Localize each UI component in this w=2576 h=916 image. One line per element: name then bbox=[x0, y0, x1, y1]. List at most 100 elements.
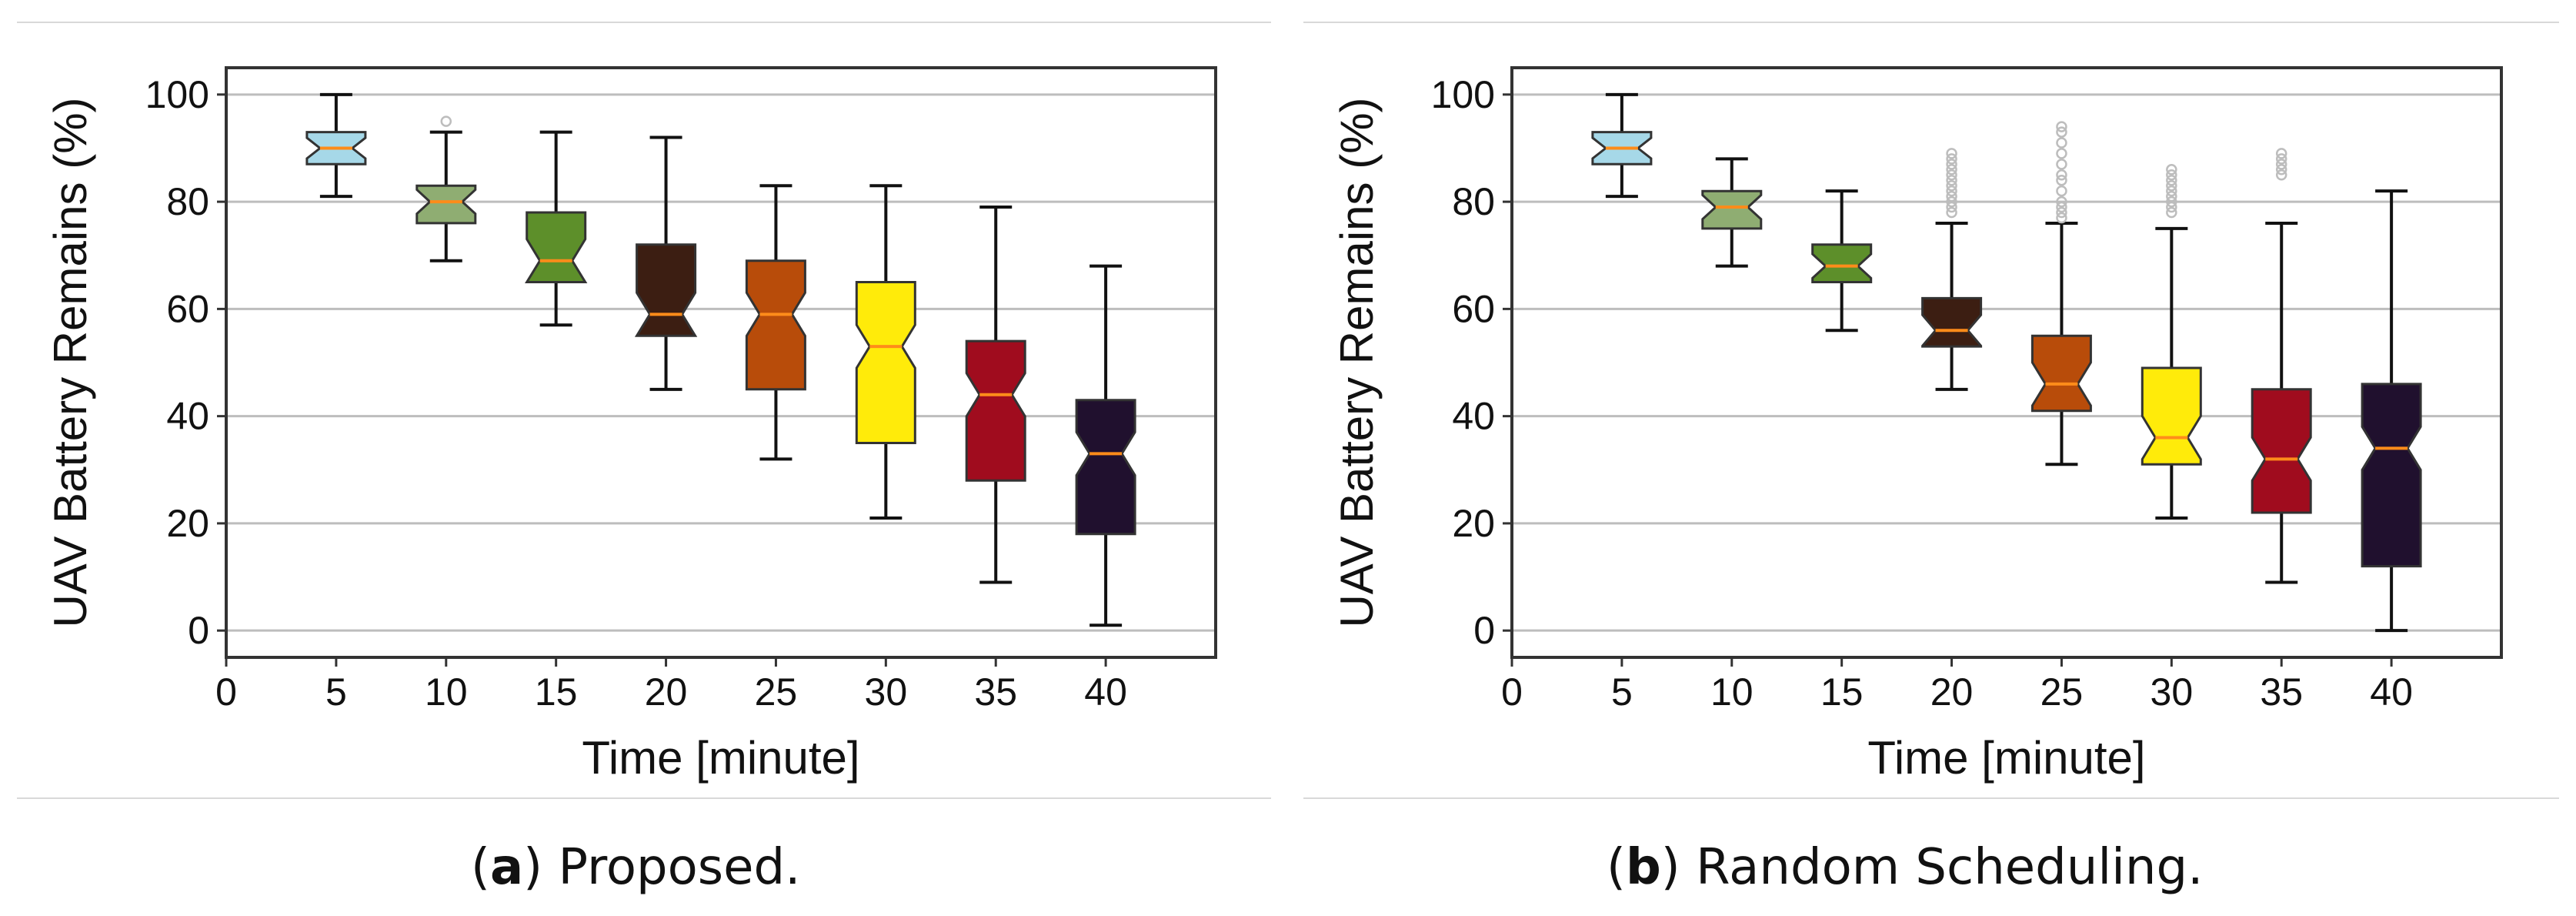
y-tick-label-20: 20 bbox=[166, 502, 209, 545]
caption-proposed: (a) Proposed. bbox=[471, 839, 801, 896]
box-15 bbox=[525, 211, 588, 283]
caption-random-scheduling: (b) Random Scheduling. bbox=[1607, 839, 2204, 896]
y-tick-label-60: 60 bbox=[1452, 287, 1495, 330]
y-axis-title: UAV Battery Remains (%) bbox=[1331, 97, 1383, 627]
x-tick-label-15: 15 bbox=[535, 670, 578, 714]
box-30 bbox=[2141, 366, 2202, 466]
flier-20-8 bbox=[1946, 164, 1957, 176]
flier-20-4 bbox=[1946, 185, 1957, 197]
x-tick-label-30: 30 bbox=[865, 670, 908, 714]
box-group-30 bbox=[855, 184, 916, 520]
x-tick-label-25: 25 bbox=[755, 670, 798, 714]
gridlines bbox=[226, 93, 1216, 632]
y-tick-label-20: 20 bbox=[1452, 502, 1495, 545]
box-35 bbox=[965, 339, 1026, 482]
flier-30-4 bbox=[2166, 185, 2177, 197]
box-20 bbox=[634, 243, 698, 337]
flier-30-6 bbox=[2166, 174, 2177, 186]
x-tick-label-35: 35 bbox=[2260, 670, 2303, 714]
box-group-20 bbox=[1921, 148, 1983, 391]
x-tick-label-20: 20 bbox=[645, 670, 688, 714]
flier-30-8 bbox=[2166, 164, 2177, 176]
flier-25-11 bbox=[2056, 121, 2067, 132]
box-group-5 bbox=[1591, 92, 1653, 199]
x-tick-label-5: 5 bbox=[1611, 670, 1633, 714]
bottom-rule bbox=[1303, 797, 2559, 799]
box-group-15 bbox=[1811, 189, 1873, 333]
flier-25-8 bbox=[2056, 148, 2067, 159]
flier-35-2 bbox=[2275, 159, 2287, 170]
flier-20-2 bbox=[1946, 196, 1957, 208]
flier-25-7 bbox=[2056, 159, 2067, 170]
box-20 bbox=[1921, 296, 1983, 348]
flier-35-4 bbox=[2275, 148, 2287, 159]
x-tick-label-40: 40 bbox=[1084, 670, 1127, 714]
box-40 bbox=[2361, 383, 2422, 568]
x-tick-label-5: 5 bbox=[325, 670, 347, 714]
box-40 bbox=[1075, 399, 1136, 536]
flier-20-11 bbox=[1946, 148, 1957, 159]
box-group-30 bbox=[2141, 164, 2202, 520]
caption-label-b: b bbox=[1625, 839, 1661, 896]
flier-30-3 bbox=[2166, 190, 2177, 202]
y-tick-label-100: 100 bbox=[145, 73, 209, 116]
y-tick-label-80: 80 bbox=[166, 180, 209, 223]
flier-20-5 bbox=[1946, 179, 1957, 192]
y-axis: 0 20 40 60 80 100 bbox=[145, 73, 226, 652]
top-rule bbox=[17, 22, 1271, 23]
flier-30-2 bbox=[2166, 196, 2177, 208]
flier-20-1 bbox=[1946, 201, 1957, 213]
flier-25-10 bbox=[2056, 126, 2067, 138]
x-tick-label-10: 10 bbox=[1710, 670, 1753, 714]
x-tick-label-0: 0 bbox=[215, 670, 237, 714]
box-25 bbox=[745, 259, 806, 391]
box-group-25 bbox=[2030, 121, 2092, 466]
flier-20-10 bbox=[1946, 153, 1957, 165]
box-group-10 bbox=[415, 115, 477, 262]
y-tick-label-100: 100 bbox=[1431, 73, 1495, 116]
box-group-10 bbox=[1701, 157, 1763, 268]
flier-25-0 bbox=[2056, 212, 2067, 224]
flier-25-9 bbox=[2056, 137, 2067, 149]
boxplot-chart-random-scheduling: 0 5 10 15 20 25 30 35 40 0 20 40 60 80 100 Time [minute… bbox=[1331, 66, 2503, 784]
flier-25-3 bbox=[2056, 196, 2067, 208]
y-tick-label-80: 80 bbox=[1452, 180, 1495, 223]
box-30 bbox=[855, 281, 916, 444]
x-tick-label-20: 20 bbox=[1930, 670, 1974, 714]
plot-frame bbox=[225, 66, 1217, 659]
y-axis: 0 20 40 60 80 100 bbox=[1431, 73, 1512, 652]
caption-text-a: ) Proposed. bbox=[523, 839, 801, 896]
y-tick-label-0: 0 bbox=[188, 609, 209, 652]
box-35 bbox=[2251, 388, 2312, 514]
x-tick-label-25: 25 bbox=[2040, 670, 2084, 714]
x-axis-title: Time [minute] bbox=[1867, 732, 2145, 784]
caption-text-b: ) Random Scheduling. bbox=[1660, 839, 2204, 896]
box-10 bbox=[1701, 189, 1763, 230]
box-group-5 bbox=[305, 92, 367, 199]
flier-35-1 bbox=[2275, 164, 2287, 176]
x-tick-label-40: 40 bbox=[2370, 670, 2413, 714]
panel-random-scheduling: 0 5 10 15 20 25 30 35 40 0 20 40 60 80 100 Time [minute… bbox=[1288, 0, 2576, 916]
flier-25-6 bbox=[2056, 169, 2067, 181]
flier-25-4 bbox=[2056, 185, 2067, 197]
x-tick-label-0: 0 bbox=[1501, 670, 1523, 714]
flier-35-0 bbox=[2275, 169, 2287, 181]
flier-30-1 bbox=[2166, 201, 2177, 213]
box-group-35 bbox=[965, 206, 1026, 584]
box-group-35 bbox=[2251, 148, 2312, 584]
flier-25-2 bbox=[2056, 201, 2067, 213]
box-group-40 bbox=[1075, 264, 1136, 627]
box-10 bbox=[415, 184, 477, 225]
x-tick-label-35: 35 bbox=[974, 670, 1017, 714]
flier-20-6 bbox=[1946, 174, 1957, 186]
x-axis: 0 5 10 15 20 25 30 35 40 bbox=[1501, 657, 2413, 714]
y-tick-label-0: 0 bbox=[1473, 609, 1495, 652]
flier-30-7 bbox=[2166, 169, 2177, 181]
flier-20-0 bbox=[1946, 206, 1957, 219]
x-axis-title: Time [minute] bbox=[582, 732, 859, 784]
box-group-15 bbox=[525, 130, 588, 327]
box-group-25 bbox=[745, 184, 806, 461]
bottom-rule bbox=[17, 797, 1271, 799]
flier-20-9 bbox=[1946, 159, 1957, 170]
gridlines bbox=[1512, 93, 2501, 632]
